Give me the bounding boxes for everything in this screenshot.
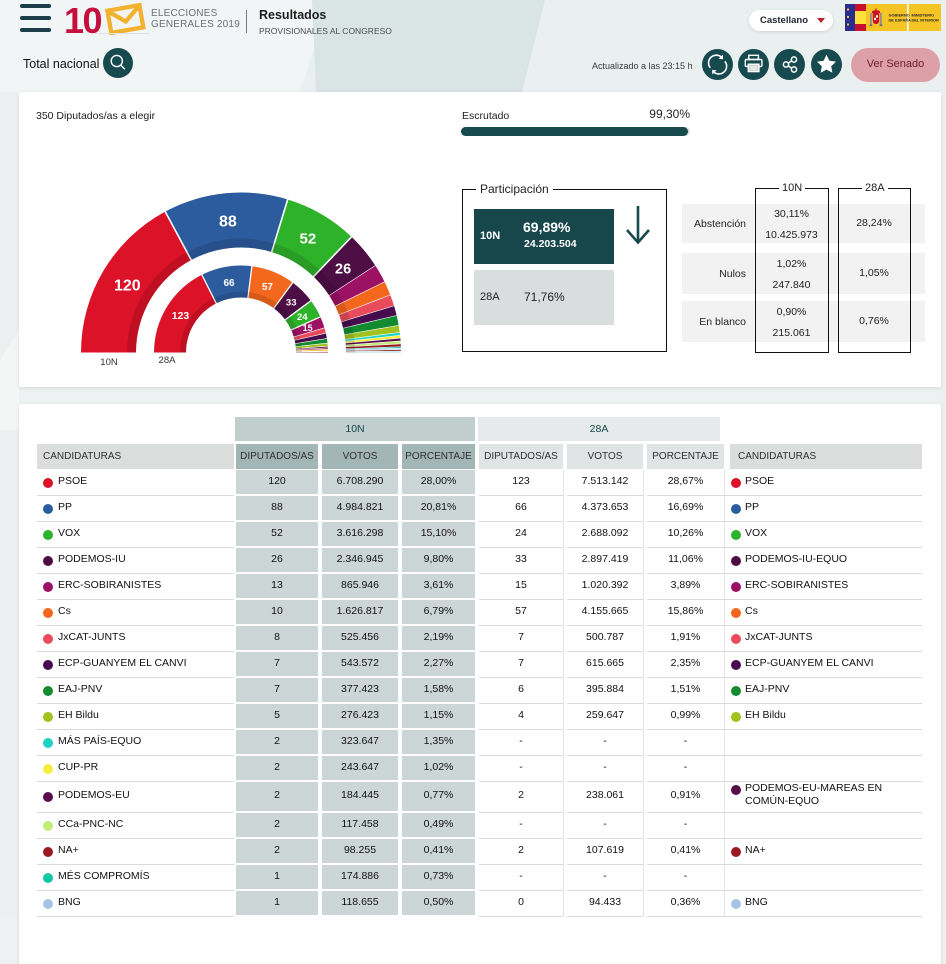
svg-text:26: 26 <box>335 261 351 277</box>
svg-text:DEL INTERIOR: DEL INTERIOR <box>912 18 940 23</box>
svg-text:52: 52 <box>300 231 317 248</box>
svg-text:88: 88 <box>219 213 237 230</box>
svg-text:66: 66 <box>223 278 235 289</box>
svg-text:57: 57 <box>262 282 274 293</box>
svg-text:123: 123 <box>172 310 190 322</box>
svg-text:DE ESPAÑA: DE ESPAÑA <box>889 18 912 23</box>
svg-text:15: 15 <box>303 323 313 333</box>
svg-text:120: 120 <box>114 277 141 294</box>
svg-text:33: 33 <box>286 298 297 309</box>
svg-text:24: 24 <box>297 312 308 323</box>
